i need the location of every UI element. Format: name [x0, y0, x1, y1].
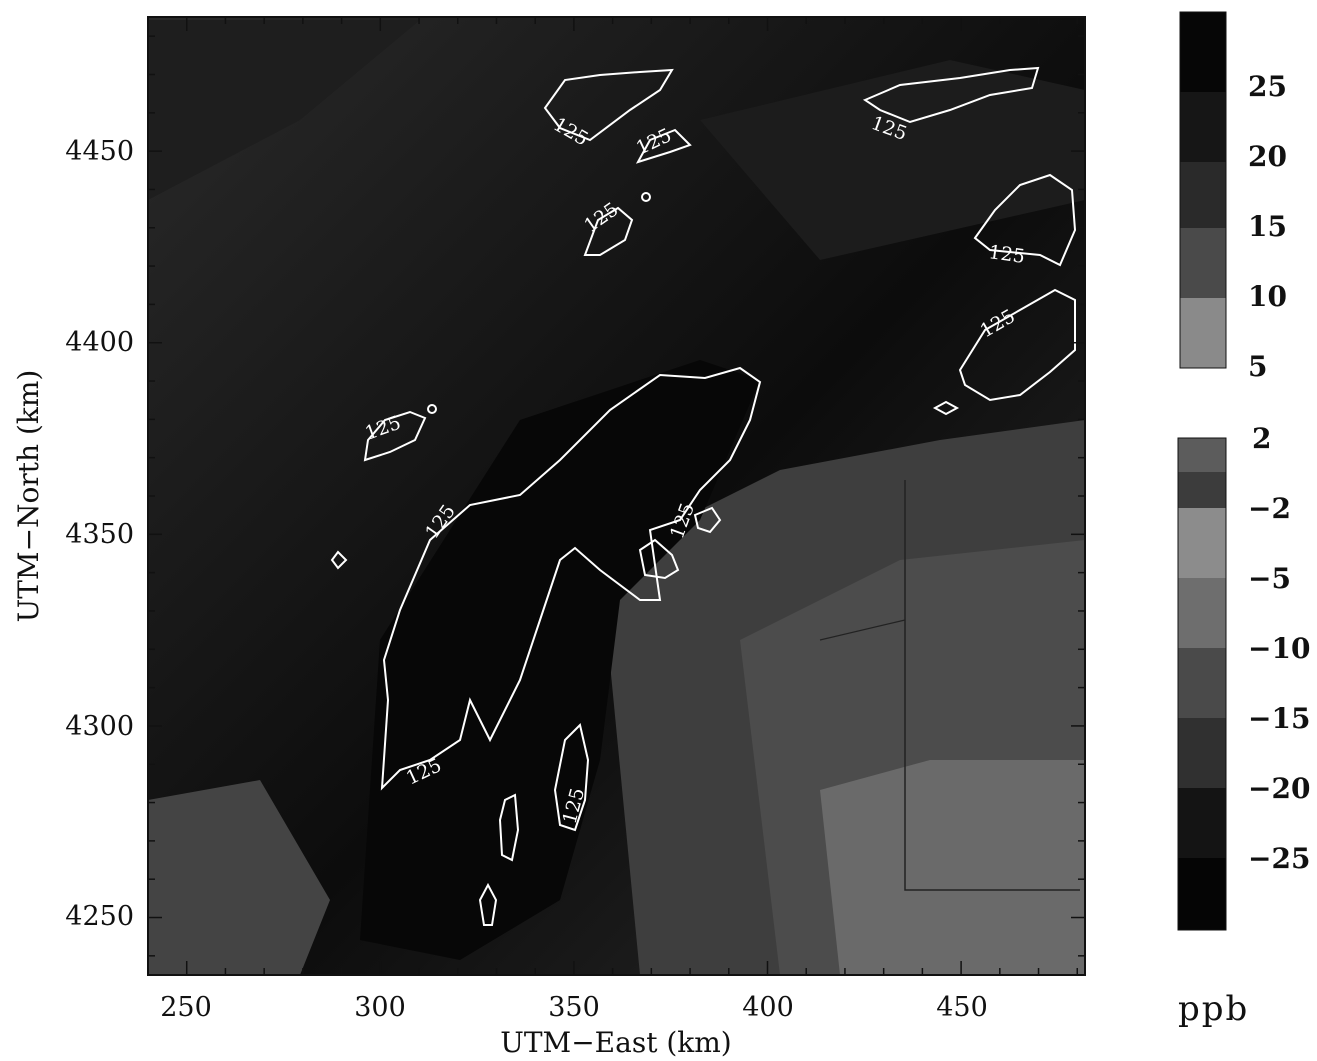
- concentration-field: [148, 17, 1085, 975]
- contour-left-small: [330, 550, 348, 570]
- contour-top-2: [635, 128, 692, 164]
- contour-label: 125: [987, 241, 1026, 268]
- colorbar-label: −10: [1248, 632, 1310, 665]
- colorbar-positive: [1179, 11, 1227, 369]
- contour-right-1: [973, 173, 1077, 267]
- tick-marks: [147, 17, 1085, 975]
- contour-lower-3: [478, 882, 498, 926]
- colorbar-frame: [1179, 11, 1227, 369]
- colorbar-band: [1180, 298, 1226, 368]
- contour-lower-1: [553, 723, 590, 832]
- colorbar-label: −20: [1248, 772, 1310, 805]
- colorbar-band: [1178, 578, 1226, 648]
- x-tick-label: 400: [742, 992, 794, 1023]
- contour-center-inner: [638, 538, 680, 580]
- x-axis-title: UTM−East (km): [500, 1026, 731, 1059]
- x-tick-labels: 250 300 350 400 450: [160, 992, 988, 1023]
- y-tick-label: 4300: [65, 711, 134, 742]
- x-tick-label: 350: [548, 992, 600, 1023]
- contour-right-2: [958, 288, 1076, 402]
- colorbar-label: 15: [1248, 210, 1287, 243]
- contour-top-1: [543, 68, 674, 142]
- colorbar-band: [1178, 788, 1226, 858]
- contour-top-3: [583, 206, 634, 256]
- contour-dot-1: [641, 192, 651, 202]
- y-tick-label: 4350: [65, 519, 134, 550]
- colorbar-frame: [1177, 437, 1227, 931]
- colorbar-band: [1178, 648, 1226, 718]
- contour-dot-2: [427, 404, 437, 414]
- y-tick-label: 4400: [65, 327, 134, 358]
- contour-diamond-right: [932, 400, 960, 416]
- colorbar-label: −25: [1248, 842, 1310, 875]
- x-tick-label: 250: [160, 992, 212, 1023]
- y-tick-label: 4250: [65, 901, 134, 932]
- colorbar-label: 25: [1248, 70, 1287, 103]
- colorbar-positive-labels: 25 20 15 10 5: [1248, 70, 1287, 383]
- colorbar-negative-labels: 2 −2 −5 −10 −15 −20 −25: [1248, 422, 1310, 875]
- colorbar-band: [1178, 472, 1226, 508]
- colorbar-band: [1178, 508, 1226, 578]
- colorbar-band: [1180, 162, 1226, 228]
- y-tick-label: 4450: [65, 136, 134, 167]
- colorbar-label: 10: [1248, 280, 1287, 313]
- colorbar-label: −2: [1248, 492, 1291, 525]
- colorbar-label: −5: [1248, 562, 1291, 595]
- y-axis-title: UTM−North (km): [12, 370, 45, 623]
- contour-center-inner-2: [693, 506, 722, 534]
- contour-top-right: [862, 66, 1040, 124]
- contour-central-plume: [380, 366, 762, 791]
- colorbar-label: 20: [1248, 140, 1287, 173]
- x-tick-label: 450: [936, 992, 988, 1023]
- contour-left-1: [363, 410, 427, 462]
- colorbar-band: [1178, 858, 1226, 930]
- colorbar-label: 5: [1248, 350, 1267, 383]
- colorbar-label: −15: [1248, 702, 1310, 735]
- colorbar-band: [1178, 438, 1226, 472]
- colorbar-band: [1180, 228, 1226, 298]
- colorbar-label: 2: [1252, 422, 1271, 455]
- contour-lines: [330, 66, 1077, 926]
- unit-label: ppb: [1178, 989, 1249, 1029]
- colorbar-band: [1180, 92, 1226, 162]
- contour-lower-2: [498, 793, 520, 862]
- x-tick-label: 300: [354, 992, 406, 1023]
- y-tick-labels: 4450 4400 4350 4300 4250: [65, 136, 134, 932]
- colorbar-band: [1178, 718, 1226, 788]
- colorbar-negative: [1177, 437, 1227, 931]
- colorbar-band: [1180, 12, 1226, 92]
